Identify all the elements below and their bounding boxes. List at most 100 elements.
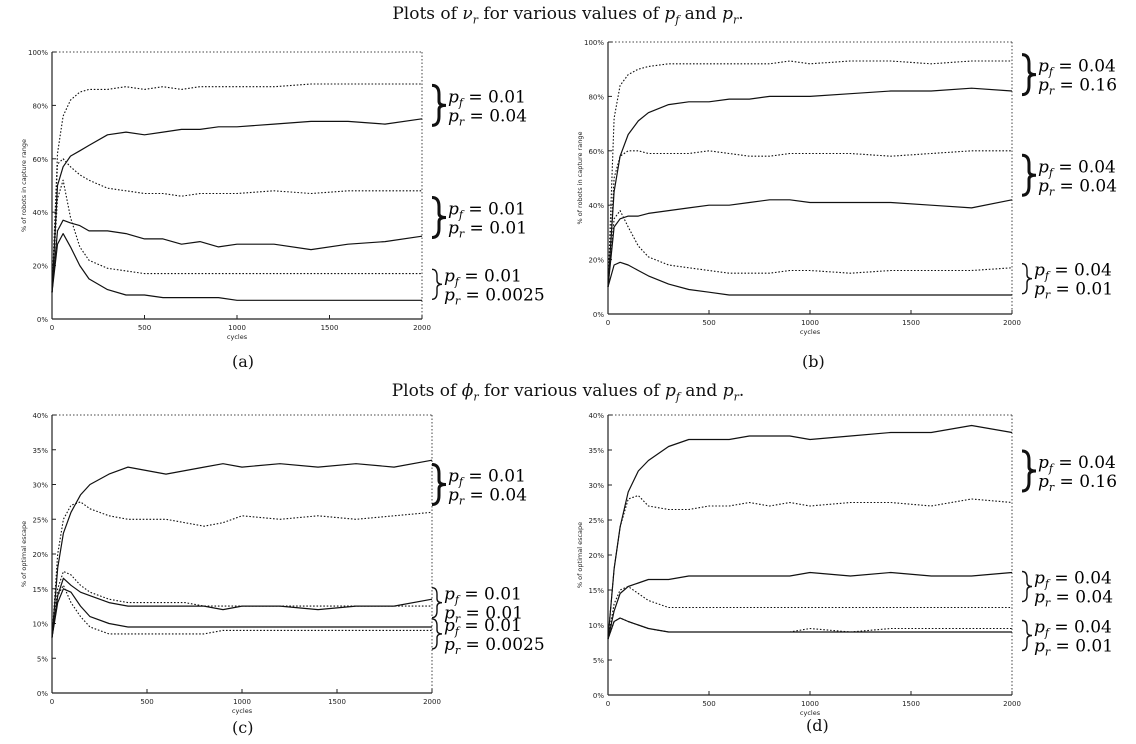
x-tick-label: 2000 <box>423 698 441 706</box>
x-tick-label: 500 <box>702 700 715 708</box>
solid-series-line <box>51 577 433 638</box>
y-tick-label: 0% <box>37 316 48 324</box>
dotted-series-line <box>607 60 1012 287</box>
solid-series-line <box>607 199 1013 287</box>
caption-b: (b) <box>802 352 825 371</box>
y-tick-label: 40% <box>588 202 604 210</box>
annotation-brace <box>431 268 443 300</box>
x-tick-label: 2000 <box>413 324 431 332</box>
annotation-brace <box>1021 53 1037 97</box>
y-tick-label: 20% <box>588 552 604 560</box>
y-tick-label: 15% <box>32 586 48 594</box>
dotted-series-line <box>51 179 422 293</box>
x-tick-label: 0 <box>606 319 610 327</box>
solid-series-line <box>51 588 432 638</box>
x-tick-label: 1500 <box>328 698 346 706</box>
x-axis-label: cycles <box>800 328 821 336</box>
top-heading: Plots of νr for various values of pf and… <box>0 4 1136 26</box>
annotation-pf-label: pf = 0.04 <box>1038 57 1116 79</box>
y-tick-label: 40% <box>588 412 604 420</box>
x-tick-label: 0 <box>50 698 54 706</box>
dotted-series-line <box>607 585 1012 640</box>
annotation-pr-label: pr = 0.01 <box>1034 637 1113 659</box>
solid-series-line <box>607 424 1013 640</box>
chart-b-svg: 0% 20% 40% 60% 80% 100% 0 500 1000 1500 2000 cycles… <box>576 39 1117 336</box>
y-tick-label: 10% <box>588 622 604 630</box>
y-axis-label: % of optimal escape <box>576 522 584 588</box>
y-tick-label: 40% <box>32 412 48 420</box>
y-tick-label: 100% <box>584 39 604 47</box>
x-axis-label: cycles <box>800 709 821 717</box>
caption-a: (a) <box>232 352 255 371</box>
annotation-pr-label: pr = 0.01 <box>1034 280 1113 302</box>
dotted-series-line <box>607 494 1013 640</box>
y-tick-label: 20% <box>588 257 604 265</box>
annotation-pr-label: pr = 0.16 <box>1038 472 1117 494</box>
annotation-brace <box>431 586 443 619</box>
chart-panel-b: 0% 20% 40% 60% 80% 100% 0 500 1000 1500 2000 cycles… <box>568 30 1136 376</box>
x-tick-label: 1000 <box>228 324 246 332</box>
y-tick-label: 35% <box>32 447 48 455</box>
bottom-heading-text: Plots of ϕr for various values of pf and… <box>391 381 745 404</box>
annotation-brace <box>431 83 447 127</box>
annotation-pr-label: pr = 0.01 <box>444 604 523 626</box>
y-tick-label: 25% <box>32 516 48 524</box>
annotation-pf-label: pf = 0.04 <box>1034 569 1112 591</box>
x-tick-label: 0 <box>606 700 610 708</box>
y-tick-label: 15% <box>588 587 604 595</box>
annotation-pf-label: pf = 0.04 <box>1038 157 1116 179</box>
y-axis-label: % of robots in capture range <box>20 139 28 232</box>
x-axis-label: cycles <box>232 707 253 715</box>
y-axis-label: % of optimal escape <box>20 521 28 587</box>
annotation-brace <box>431 196 447 240</box>
x-tick-label: 500 <box>702 319 715 327</box>
annotation-pf-label: pf = 0.01 <box>444 585 522 607</box>
x-tick-label: 0 <box>50 324 54 332</box>
dotted-series-line <box>51 570 432 638</box>
caption-d: (d) <box>806 716 829 735</box>
solid-series-line <box>51 118 423 293</box>
solid-series-line <box>51 233 422 301</box>
annotation-brace <box>1021 449 1037 493</box>
bottom-heading: Plots of ϕr for various values of pf and… <box>0 381 1136 403</box>
annotation-brace <box>1021 262 1033 295</box>
x-tick-label: 1500 <box>902 700 920 708</box>
y-tick-label: 5% <box>593 657 604 665</box>
annotation-pr-label: pr = 0.0025 <box>444 285 545 307</box>
annotation-pr-label: pr = 0.01 <box>448 219 527 241</box>
y-tick-label: 80% <box>588 93 604 101</box>
y-tick-label: 0% <box>593 311 604 319</box>
annotation-pr-label: pr = 0.04 <box>448 106 527 128</box>
annotation-pf-label: pf = 0.01 <box>444 266 522 288</box>
y-tick-label: 30% <box>588 482 604 490</box>
annotation-brace <box>1021 153 1037 197</box>
x-tick-label: 2000 <box>1003 700 1021 708</box>
y-tick-label: 40% <box>32 209 48 217</box>
dotted-series-line <box>607 617 1012 640</box>
solid-series-line <box>607 87 1013 287</box>
y-tick-label: 60% <box>588 148 604 156</box>
y-tick-label: 100% <box>28 49 48 57</box>
annotation-brace <box>1021 619 1033 652</box>
dotted-series-line <box>51 584 432 638</box>
annotation-pr-label: pr = 0.04 <box>1038 176 1117 198</box>
y-tick-label: 10% <box>32 621 48 629</box>
chart-panel-a: 0% 20% 40% 60% 80% 100% 0 500 1000 1500 2000 cycles… <box>0 40 568 376</box>
y-axis-label: % of robots in capture range <box>576 131 584 224</box>
annotation-pf-label: pf = 0.01 <box>448 200 526 222</box>
solid-series-line <box>607 571 1013 640</box>
x-axis-label: cycles <box>227 333 248 341</box>
y-tick-label: 35% <box>588 447 604 455</box>
chart-a-svg: 0% 20% 40% 60% 80% 100% 0 500 1000 1500 2000 cycles… <box>20 49 545 341</box>
y-tick-label: 30% <box>32 482 48 490</box>
x-tick-label: 500 <box>140 698 153 706</box>
chart-c-svg: 0% 5% 10% 15% 20% 25% 30% 35% 40% 0 500 1000 1500 200… <box>20 412 545 715</box>
solid-series-line <box>51 219 423 293</box>
x-tick-label: 1500 <box>902 319 920 327</box>
x-tick-label: 1000 <box>801 319 819 327</box>
annotation-pf-label: pf = 0.01 <box>444 616 522 638</box>
x-tick-label: 1500 <box>321 324 339 332</box>
annotation-pf-label: pf = 0.01 <box>448 87 526 109</box>
top-heading-text: Plots of νr for various values of pf and… <box>392 4 744 27</box>
y-tick-label: 0% <box>593 692 604 700</box>
